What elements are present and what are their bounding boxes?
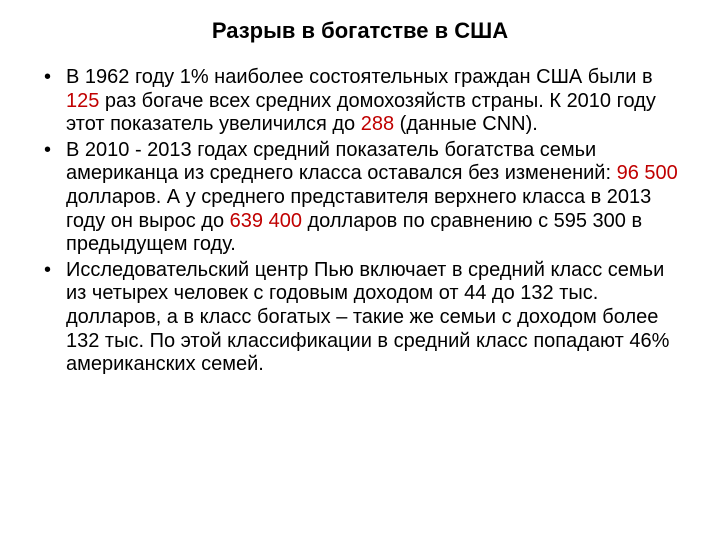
highlight-number: 96 500 [617,162,678,184]
highlight-number: 288 [361,113,394,135]
highlight-number: 639 400 [230,210,302,232]
list-item: В 1962 году 1% наиболее состоятельных гр… [38,66,682,137]
text-run: (данные CNN). [394,113,538,135]
slide: Разрыв в богатстве в США В 1962 году 1% … [0,0,720,540]
text-run: Исследовательский центр Пью включает в с… [66,259,669,375]
list-item: Исследовательский центр Пью включает в с… [38,259,682,377]
text-run: В 2010 - 2013 годах средний показатель б… [66,139,617,185]
text-run: В 1962 году 1% наиболее состоятельных гр… [66,66,653,88]
list-item: В 2010 - 2013 годах средний показатель б… [38,139,682,257]
slide-title: Разрыв в богатстве в США [38,18,682,44]
bullet-list: В 1962 году 1% наиболее состоятельных гр… [38,66,682,377]
highlight-number: 125 [66,90,99,112]
